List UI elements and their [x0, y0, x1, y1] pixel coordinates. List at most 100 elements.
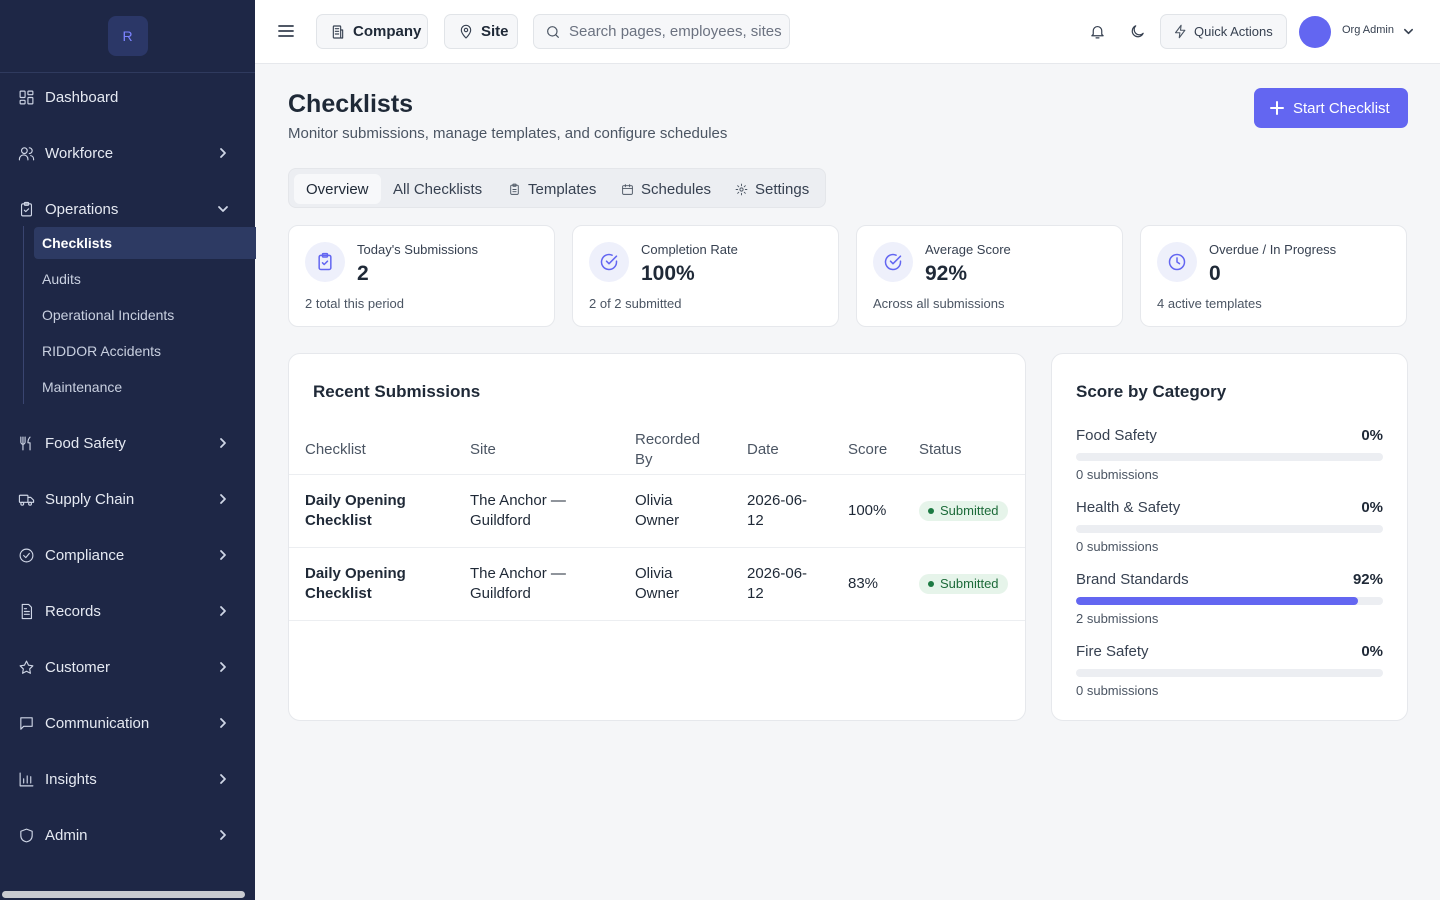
sidebar-subitem-checklists[interactable]: Checklists — [34, 227, 256, 259]
table-row[interactable]: Daily Opening Checklist The Anchor — Gui… — [289, 474, 1025, 548]
calendar-icon — [622, 183, 633, 195]
category-progress-fill — [1076, 597, 1359, 605]
clipboard-icon — [510, 183, 519, 195]
sidebar-item-label: Admin — [45, 826, 88, 844]
operations-submenu: Checklists Audits Operational Incidents … — [23, 226, 256, 404]
column-header[interactable]: Recorded By — [619, 426, 731, 475]
site-selector[interactable]: Site — [444, 14, 518, 49]
chevron-right-icon — [220, 148, 226, 158]
chevron-down-icon — [218, 206, 228, 212]
quick-actions-button[interactable]: Quick Actions — [1160, 14, 1287, 49]
score-by-category-title: Score by Category — [1076, 382, 1227, 401]
sidebar-item-customer[interactable]: Customer — [0, 647, 255, 687]
sidebar: R Dashboard Workforce Operations Checkli… — [0, 0, 256, 900]
sidebar-item-dashboard[interactable]: Dashboard — [0, 77, 255, 117]
column-header[interactable]: Status — [903, 426, 1025, 475]
table-header-row: Checklist Site Recorded By Date Score St… — [289, 426, 1025, 475]
avatar[interactable] — [1299, 16, 1331, 48]
user-name[interactable]: Org Admin — [1342, 24, 1394, 36]
utensils-icon — [20, 436, 31, 450]
sidebar-item-label: Customer — [45, 658, 111, 676]
chevron-right-icon — [220, 494, 226, 504]
sidebar-subitem-maintenance[interactable]: Maintenance — [42, 379, 123, 395]
stat-footnote: Across all submissions — [873, 296, 1005, 311]
sidebar-item-workforce[interactable]: Workforce — [0, 133, 255, 173]
category-percent: 0% — [1361, 499, 1383, 516]
chevron-right-icon — [220, 830, 226, 840]
check-circle-icon — [600, 253, 618, 271]
quick-actions-label: Quick Actions — [1194, 24, 1273, 39]
sidebar-item-insights[interactable]: Insights — [0, 759, 255, 799]
menu-icon[interactable] — [277, 22, 295, 40]
chevron-right-icon — [220, 718, 226, 728]
chevron-down-icon[interactable] — [1403, 26, 1414, 37]
search-icon — [547, 25, 559, 38]
bar-chart-icon — [19, 772, 34, 786]
site-label: Site — [481, 23, 509, 40]
bell-icon[interactable] — [1089, 23, 1106, 40]
column-header[interactable]: Checklist — [289, 426, 454, 475]
sidebar-item-supply-chain[interactable]: Supply Chain — [0, 479, 255, 519]
company-selector[interactable]: Company — [316, 14, 428, 49]
category-count: 0 submissions — [1076, 539, 1159, 554]
category-row: Health & Safety 0% 0 submissions — [1076, 499, 1383, 569]
stat-card-average-score: Average Score 92% Across all submissions — [856, 225, 1123, 327]
sidebar-scrollbar[interactable] — [2, 891, 245, 898]
column-header[interactable]: Site — [454, 426, 619, 475]
tab-schedules[interactable]: Schedules — [609, 174, 723, 204]
sidebar-item-label: Operations — [45, 200, 119, 218]
sidebar-item-admin[interactable]: Admin — [0, 815, 255, 855]
lightning-icon — [1174, 24, 1186, 39]
cell-recorded-by: Olivia Owner — [619, 547, 731, 621]
clipboard-icon — [20, 201, 33, 216]
top-bar: Company Site Quick Actions Org Admin — [255, 0, 1440, 64]
sidebar-item-communication[interactable]: Communication — [0, 703, 255, 743]
category-percent: 0% — [1361, 427, 1383, 444]
app-logo[interactable]: R — [107, 16, 148, 56]
sidebar-item-label: Workforce — [45, 144, 114, 162]
stat-footnote: 2 of 2 submitted — [589, 296, 682, 311]
tab-overview[interactable]: Overview — [294, 174, 381, 204]
stat-label: Average Score — [925, 242, 1011, 257]
chevron-right-icon — [220, 662, 226, 672]
column-header[interactable]: Date — [731, 426, 832, 475]
global-search[interactable] — [533, 14, 790, 49]
category-row: Brand Standards 92% 2 submissions — [1076, 571, 1383, 641]
sidebar-item-label: Supply Chain — [45, 490, 135, 508]
tab-settings[interactable]: Settings — [723, 174, 821, 204]
sidebar-item-operations[interactable]: Operations — [0, 189, 255, 229]
column-header[interactable]: Score — [832, 426, 903, 475]
search-input[interactable] — [569, 23, 784, 40]
category-percent: 92% — [1352, 571, 1383, 588]
stat-value: 0 — [1209, 262, 1221, 285]
sidebar-item-food-safety[interactable]: Food Safety — [0, 423, 255, 463]
message-icon — [20, 716, 33, 730]
sidebar-header: R — [0, 0, 255, 73]
tab-all-checklists[interactable]: All Checklists — [381, 174, 494, 204]
sidebar-subitem-operational-incidents[interactable]: Operational Incidents — [42, 307, 175, 323]
sidebar-subitem-riddor-accidents[interactable]: RIDDOR Accidents — [42, 343, 162, 359]
file-icon — [21, 603, 33, 619]
sidebar-item-records[interactable]: Records — [0, 591, 255, 631]
sidebar-item-compliance[interactable]: Compliance — [0, 535, 255, 575]
table-row[interactable]: Daily Opening Checklist The Anchor — Gui… — [289, 547, 1025, 621]
category-row: Fire Safety 0% 0 submissions — [1076, 643, 1383, 713]
start-checklist-button[interactable]: Start Checklist — [1254, 88, 1408, 128]
category-row: Food Safety 0% 0 submissions — [1076, 427, 1383, 497]
stat-icon-wrap — [589, 242, 629, 282]
check-circle-icon — [19, 548, 34, 562]
cell-status: Submitted — [903, 474, 1025, 548]
sidebar-item-label: Insights — [45, 770, 97, 788]
tab-label: All Checklists — [393, 180, 483, 198]
map-pin-icon — [460, 24, 472, 39]
tab-label: Templates — [528, 180, 597, 198]
page-title: Checklists — [288, 90, 414, 118]
stat-label: Completion Rate — [641, 242, 738, 257]
stat-footnote: 2 total this period — [305, 296, 405, 311]
status-label: Submitted — [940, 503, 999, 518]
tab-templates[interactable]: Templates — [496, 174, 608, 204]
moon-icon[interactable] — [1129, 23, 1146, 40]
stat-icon-wrap — [305, 242, 345, 282]
category-count: 0 submissions — [1076, 467, 1159, 482]
sidebar-subitem-audits[interactable]: Audits — [42, 271, 81, 287]
